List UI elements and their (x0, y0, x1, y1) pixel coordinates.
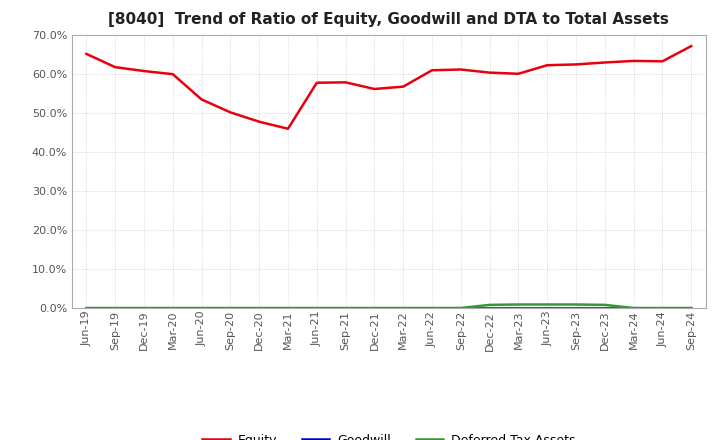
Deferred Tax Assets (255, 305, 264, 311)
Equity (197, 97, 206, 102)
Equity (456, 67, 465, 72)
Legend: Equity, Goodwill, Deferred Tax Assets: Equity, Goodwill, Deferred Tax Assets (197, 429, 580, 440)
Deferred Tax Assets (82, 305, 91, 311)
Equity (687, 44, 696, 49)
Equity (341, 80, 350, 85)
Equity (82, 51, 91, 57)
Goodwill (284, 305, 292, 311)
Equity (600, 60, 609, 65)
Deferred Tax Assets (284, 305, 292, 311)
Deferred Tax Assets (140, 305, 148, 311)
Goodwill (485, 305, 494, 311)
Deferred Tax Assets (687, 305, 696, 311)
Deferred Tax Assets (456, 305, 465, 311)
Goodwill (658, 305, 667, 311)
Goodwill (197, 305, 206, 311)
Goodwill (168, 305, 177, 311)
Goodwill (312, 305, 321, 311)
Deferred Tax Assets (543, 302, 552, 307)
Goodwill (687, 305, 696, 311)
Title: [8040]  Trend of Ratio of Equity, Goodwill and DTA to Total Assets: [8040] Trend of Ratio of Equity, Goodwil… (109, 12, 669, 27)
Equity (370, 86, 379, 92)
Goodwill (82, 305, 91, 311)
Deferred Tax Assets (514, 302, 523, 307)
Deferred Tax Assets (428, 305, 436, 311)
Deferred Tax Assets (168, 305, 177, 311)
Deferred Tax Assets (399, 305, 408, 311)
Equity (658, 59, 667, 64)
Equity (572, 62, 580, 67)
Deferred Tax Assets (485, 302, 494, 308)
Deferred Tax Assets (600, 302, 609, 308)
Deferred Tax Assets (226, 305, 235, 311)
Equity (111, 65, 120, 70)
Equity (140, 68, 148, 73)
Equity (629, 58, 638, 63)
Equity (399, 84, 408, 89)
Equity (543, 62, 552, 68)
Goodwill (428, 305, 436, 311)
Goodwill (629, 305, 638, 311)
Equity (514, 71, 523, 77)
Goodwill (341, 305, 350, 311)
Deferred Tax Assets (111, 305, 120, 311)
Deferred Tax Assets (629, 305, 638, 311)
Goodwill (572, 305, 580, 311)
Goodwill (140, 305, 148, 311)
Line: Equity: Equity (86, 46, 691, 129)
Deferred Tax Assets (370, 305, 379, 311)
Equity (284, 126, 292, 132)
Equity (312, 80, 321, 85)
Equity (485, 70, 494, 75)
Deferred Tax Assets (658, 305, 667, 311)
Goodwill (255, 305, 264, 311)
Deferred Tax Assets (572, 302, 580, 307)
Goodwill (514, 305, 523, 311)
Deferred Tax Assets (341, 305, 350, 311)
Goodwill (600, 305, 609, 311)
Deferred Tax Assets (312, 305, 321, 311)
Equity (255, 119, 264, 125)
Equity (226, 110, 235, 115)
Goodwill (370, 305, 379, 311)
Equity (168, 72, 177, 77)
Goodwill (111, 305, 120, 311)
Goodwill (399, 305, 408, 311)
Goodwill (226, 305, 235, 311)
Goodwill (456, 305, 465, 311)
Equity (428, 68, 436, 73)
Line: Deferred Tax Assets: Deferred Tax Assets (86, 304, 691, 308)
Deferred Tax Assets (197, 305, 206, 311)
Goodwill (543, 305, 552, 311)
